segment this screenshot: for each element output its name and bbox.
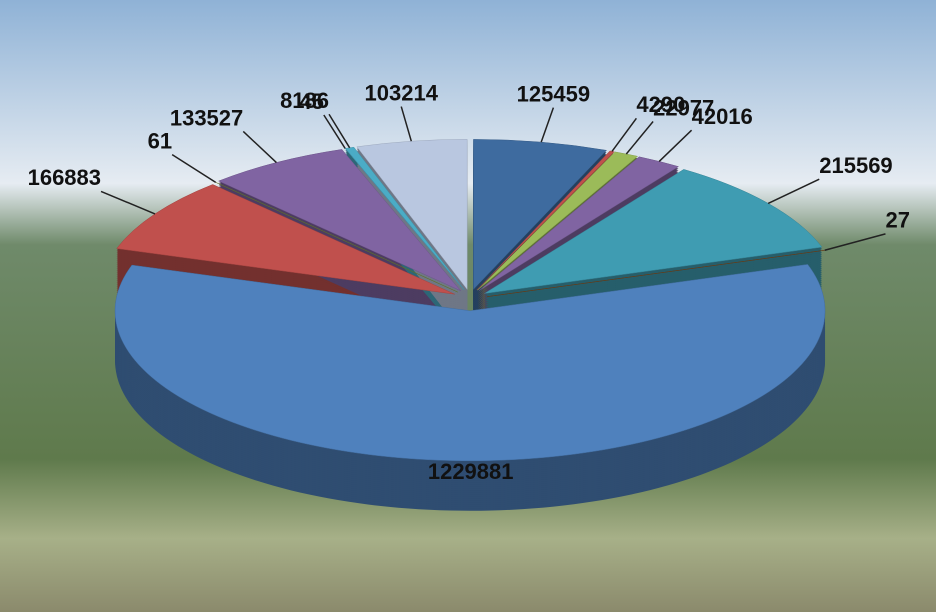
slice [473, 139, 607, 291]
data-label: 45 [299, 89, 323, 114]
slice-side [487, 260, 825, 307]
data-label: 61 [148, 128, 172, 153]
slice [484, 169, 823, 294]
leader-line [100, 190, 156, 215]
leader-line [323, 114, 346, 149]
leader-line [242, 130, 277, 164]
leader-line [171, 153, 217, 183]
data-label: 103214 [365, 80, 439, 105]
data-label: 4290 [636, 92, 685, 117]
leader-line [658, 129, 693, 162]
slice [344, 146, 465, 290]
leader-line [611, 117, 637, 152]
slice-side [487, 254, 825, 301]
leader-line [625, 121, 654, 155]
leader-line [328, 113, 351, 149]
leader-line [824, 233, 886, 251]
slice [114, 264, 826, 462]
data-label: 27 [885, 208, 909, 233]
data-label: 133527 [170, 105, 243, 130]
slice-side [487, 258, 825, 305]
data-label: 22977 [653, 95, 714, 120]
leader-line [540, 107, 555, 143]
leader-line [767, 178, 820, 205]
slice-side [487, 252, 825, 299]
data-label: 215569 [819, 153, 892, 178]
data-label: 8186 [280, 88, 329, 113]
data-label: 1229881 [428, 459, 514, 484]
data-label: 42016 [692, 104, 753, 129]
slice [356, 139, 468, 291]
slice [477, 151, 639, 291]
slice-side [487, 256, 825, 303]
data-label: 125459 [517, 81, 590, 106]
data-label: 166883 [28, 165, 101, 190]
leader-line [400, 106, 413, 142]
slice [218, 149, 461, 291]
